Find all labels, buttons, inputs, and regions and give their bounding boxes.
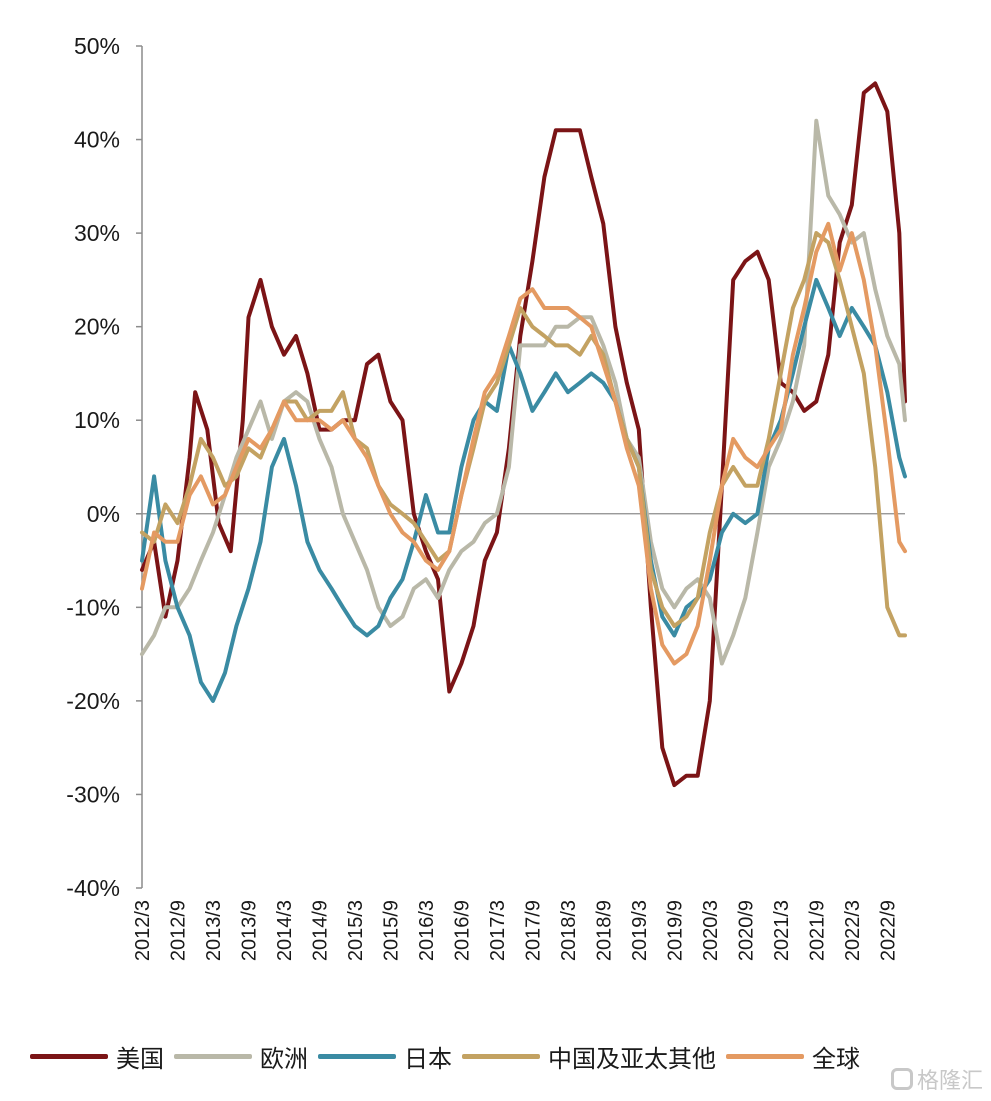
legend-item: 全球 xyxy=(726,1039,860,1074)
legend-swatch xyxy=(30,1053,108,1059)
y-tick-label: 10% xyxy=(74,407,120,433)
x-tick-label: 2013/9 xyxy=(238,900,260,961)
legend-item: 日本 xyxy=(318,1039,452,1074)
series-line-2 xyxy=(140,277,907,703)
chart-legend: 美国 欧洲 日本 中国及亚太其他 全球 xyxy=(30,1036,980,1076)
legend-label: 美国 xyxy=(116,1044,164,1073)
y-tick-label: 0% xyxy=(87,501,120,527)
legend-item: 美国 xyxy=(30,1039,164,1074)
x-tick-label: 2015/9 xyxy=(380,900,402,961)
x-tick-label: 2016/3 xyxy=(416,900,438,961)
y-tick-label: -40% xyxy=(66,875,120,901)
x-tick-label: 2021/9 xyxy=(806,900,828,961)
x-tick-label: 2018/3 xyxy=(558,900,580,961)
legend-label: 欧洲 xyxy=(260,1044,308,1073)
x-tick-label: 2013/3 xyxy=(203,900,225,961)
y-tick-label: -20% xyxy=(66,688,120,714)
y-tick-label: -10% xyxy=(66,594,120,620)
x-tick-labels: 2012/3 2012/9 2013/3 2013/9 2014/3 2014/9 2015… xyxy=(132,900,899,961)
y-tick-label: -30% xyxy=(66,781,120,807)
x-tick-label: 2022/3 xyxy=(842,900,864,961)
series-line-4 xyxy=(140,221,907,666)
x-tick-label: 2015/3 xyxy=(345,900,367,961)
y-tick-label: 30% xyxy=(74,220,120,246)
y-tick-labels: 50% 40% 30% 20% 10% 0% -10% -20% -30% -40% xyxy=(66,33,120,901)
y-tick-label: 40% xyxy=(74,127,120,153)
line-chart: 50% 40% 30% 20% 10% 0% -10% -20% -30% -40% 2012/3… xyxy=(66,33,907,961)
legend-label: 中国及亚太其他 xyxy=(548,1044,716,1073)
x-tick-label: 2016/9 xyxy=(451,900,473,961)
x-tick-label: 2019/3 xyxy=(629,900,651,961)
x-tick-label: 2022/9 xyxy=(877,900,899,961)
x-tick-label: 2017/9 xyxy=(522,900,544,961)
y-tick-label: 20% xyxy=(74,314,120,340)
legend-item: 欧洲 xyxy=(174,1039,308,1074)
legend-swatch xyxy=(318,1053,396,1059)
watermark-icon xyxy=(890,1068,913,1090)
x-tick-label: 2019/9 xyxy=(664,900,686,961)
x-tick-label: 2018/9 xyxy=(593,900,615,961)
x-tick-label: 2021/3 xyxy=(771,900,793,961)
legend-swatch xyxy=(462,1053,540,1059)
x-tick-label: 2012/3 xyxy=(132,900,154,961)
x-tick-label: 2017/3 xyxy=(487,900,509,961)
x-tick-label: 2014/9 xyxy=(309,900,331,961)
legend-swatch xyxy=(726,1053,804,1059)
chart-axes xyxy=(136,45,905,889)
series-line-0 xyxy=(140,81,907,788)
watermark-logo: 格隆汇 xyxy=(890,1063,983,1095)
legend-label: 全球 xyxy=(812,1044,860,1073)
x-tick-label: 2020/3 xyxy=(700,900,722,961)
chart-series xyxy=(140,81,907,788)
x-tick-label: 2014/3 xyxy=(274,900,296,961)
legend-swatch xyxy=(174,1053,252,1059)
legend-label: 日本 xyxy=(404,1044,452,1073)
x-tick-label: 2012/9 xyxy=(167,900,189,961)
legend-item: 中国及亚太其他 xyxy=(462,1039,716,1074)
x-tick-label: 2020/9 xyxy=(735,900,757,961)
y-tick-label: 50% xyxy=(74,33,120,59)
